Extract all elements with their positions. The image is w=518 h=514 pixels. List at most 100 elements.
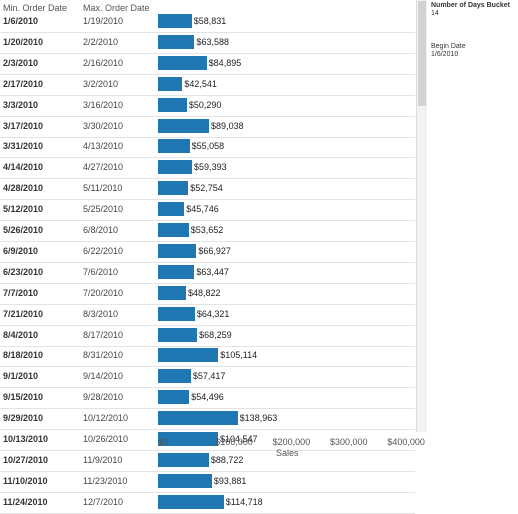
table-row[interactable]: 2/3/2010 2/16/2010 $84,895: [0, 54, 415, 75]
sales-bar[interactable]: [158, 223, 189, 237]
sales-bar[interactable]: [158, 327, 198, 342]
sales-chart: Min. Order Date Max. Order Date 1/6/2010…: [0, 3, 425, 514]
max-order-date: 7/20/2010: [83, 287, 124, 298]
table-row[interactable]: 8/18/2010 8/31/2010 $105,114: [0, 346, 415, 368]
sales-bar[interactable]: [158, 139, 190, 154]
min-order-date: 4/28/2010: [3, 183, 44, 194]
sales-data-label: $68,259: [199, 329, 232, 340]
vertical-scrollbar[interactable]: [416, 0, 427, 432]
table-row[interactable]: 1/6/2010 1/19/2010 $58,831: [0, 12, 415, 33]
sales-data-label: $55,058: [191, 141, 225, 152]
sales-bar[interactable]: [158, 264, 195, 279]
sales-data-label: $64,321: [196, 308, 230, 319]
min-order-date: 3/3/2010: [3, 99, 39, 110]
min-order-date: 10/13/2010: [3, 434, 49, 444]
sales-bar[interactable]: [158, 34, 195, 49]
min-order-date: 6/23/2010: [3, 266, 44, 277]
table-row[interactable]: 11/10/2010 11/23/2010 $93,881: [0, 472, 415, 493]
table-row[interactable]: 10/13/2010 10/26/2010 $104,547: [0, 430, 415, 451]
sales-data-label: $58,831: [193, 16, 227, 26]
min-order-date: 2/17/2010: [3, 78, 44, 89]
sales-bar[interactable]: [158, 390, 190, 405]
table-row[interactable]: 1/20/2010 2/2/2010 $63,588: [0, 33, 415, 54]
sales-data-label: $63,588: [196, 36, 229, 47]
table-row[interactable]: 3/17/2010 3/30/2010 $89,038: [0, 117, 415, 138]
bucket-value[interactable]: 14: [431, 10, 439, 17]
table-row[interactable]: 6/9/2010 6/22/2010 $66,927: [0, 242, 415, 263]
column-header-max-order-date[interactable]: Max. Order Date: [83, 3, 150, 13]
sales-bar[interactable]: [158, 76, 183, 91]
sales-data-label: $63,447: [196, 266, 229, 277]
table-row[interactable]: 3/31/2010 4/13/2010 $55,058: [0, 137, 415, 159]
table-row[interactable]: 9/1/2010 9/14/2010 $57,417: [0, 367, 415, 389]
max-order-date: 3/2/2010: [83, 78, 119, 89]
column-header-min-order-date[interactable]: Min. Order Date: [3, 3, 68, 13]
sales-bar[interactable]: [158, 285, 186, 300]
sales-bar[interactable]: [158, 473, 212, 488]
min-order-date: 9/15/2010: [3, 392, 44, 403]
min-order-date: 8/4/2010: [3, 329, 39, 340]
scrollbar-thumb[interactable]: [418, 1, 426, 106]
begin-date-value[interactable]: 1/6/2010: [431, 51, 459, 58]
max-order-date: 12/7/2010: [83, 496, 124, 507]
sales-bar[interactable]: [158, 160, 193, 175]
max-order-date: 5/11/2010: [83, 183, 123, 194]
x-tick-label: $0: [158, 437, 169, 447]
table-row[interactable]: 8/4/2010 8/17/2010 $68,259: [0, 326, 415, 347]
sales-data-label: $84,895: [208, 57, 242, 68]
table-row[interactable]: 6/23/2010 7/6/2010 $63,447: [0, 263, 415, 284]
max-order-date: 6/22/2010: [83, 245, 124, 256]
max-order-date: 2/2/2010: [83, 36, 119, 47]
table-row[interactable]: 4/14/2010 4/27/2010 $59,393: [0, 158, 415, 180]
table-row[interactable]: 9/29/2010 10/12/2010 $138,963: [0, 409, 415, 431]
table-row[interactable]: 9/15/2010 9/28/2010 $54,496: [0, 388, 415, 410]
sales-bar[interactable]: [158, 243, 197, 258]
sales-data-label: $52,754: [190, 183, 223, 194]
min-order-date: 2/3/2010: [3, 57, 39, 68]
x-tick-label: $400,000: [387, 437, 425, 447]
table-row[interactable]: 7/7/2010 7/20/2010 $48,822: [0, 284, 415, 305]
x-tick-label: $200,000: [272, 437, 311, 447]
table-row[interactable]: 5/12/2010 5/25/2010 $45,746: [0, 200, 415, 222]
min-order-date: 5/12/2010: [3, 204, 44, 215]
table-row[interactable]: 10/27/2010 11/9/2010 $88,722: [0, 451, 415, 472]
sales-bar[interactable]: [158, 55, 207, 70]
max-order-date: 10/26/2010: [83, 434, 129, 444]
sales-bar[interactable]: [158, 369, 191, 384]
min-order-date: 4/14/2010: [3, 162, 44, 173]
table-row[interactable]: 2/17/2010 3/2/2010 $42,541: [0, 75, 415, 96]
min-order-date: 1/20/2010: [3, 36, 44, 47]
sales-data-label: $59,393: [194, 162, 227, 173]
sales-bar[interactable]: [158, 411, 238, 426]
sales-bar[interactable]: [158, 494, 224, 509]
max-order-date: 7/6/2010: [83, 266, 119, 277]
sales-data-label: $48,822: [187, 287, 221, 298]
x-tick-label: $300,000: [330, 437, 368, 447]
table-row[interactable]: 3/3/2010 3/16/2010 $50,290: [0, 96, 415, 117]
min-order-date: 11/10/2010: [3, 475, 48, 486]
x-tick-label: $100,000: [215, 437, 253, 447]
sales-bar[interactable]: [158, 348, 219, 363]
sales-data-label: $53,652: [190, 225, 224, 235]
sales-bar[interactable]: [158, 118, 210, 133]
table-row[interactable]: 7/21/2010 8/3/2010 $64,321: [0, 305, 415, 326]
sales-bar[interactable]: [158, 202, 185, 217]
sales-data-label: $50,290: [188, 99, 222, 110]
table-row[interactable]: 5/26/2010 6/8/2010 $53,652: [0, 221, 415, 242]
max-order-date: 8/17/2010: [83, 329, 124, 340]
sales-bar[interactable]: [158, 306, 195, 321]
table-row[interactable]: 11/24/2010 12/7/2010 $114,718: [0, 493, 415, 514]
max-order-date: 11/23/2010: [83, 475, 128, 486]
max-order-date: 4/27/2010: [83, 162, 124, 173]
sales-bar[interactable]: [158, 14, 192, 28]
bucket-title: Number of Days Bucket: [431, 2, 510, 9]
min-order-date: 3/17/2010: [3, 120, 44, 131]
sales-bar[interactable]: [158, 97, 187, 112]
sales-bar[interactable]: [158, 181, 189, 196]
table-row[interactable]: 4/28/2010 5/11/2010 $52,754: [0, 179, 415, 201]
max-order-date: 2/16/2010: [83, 57, 124, 68]
sales-bar[interactable]: [158, 432, 218, 446]
max-order-date: 9/28/2010: [83, 392, 124, 403]
min-order-date: 8/18/2010: [3, 350, 44, 361]
max-order-date: 9/14/2010: [83, 371, 124, 382]
